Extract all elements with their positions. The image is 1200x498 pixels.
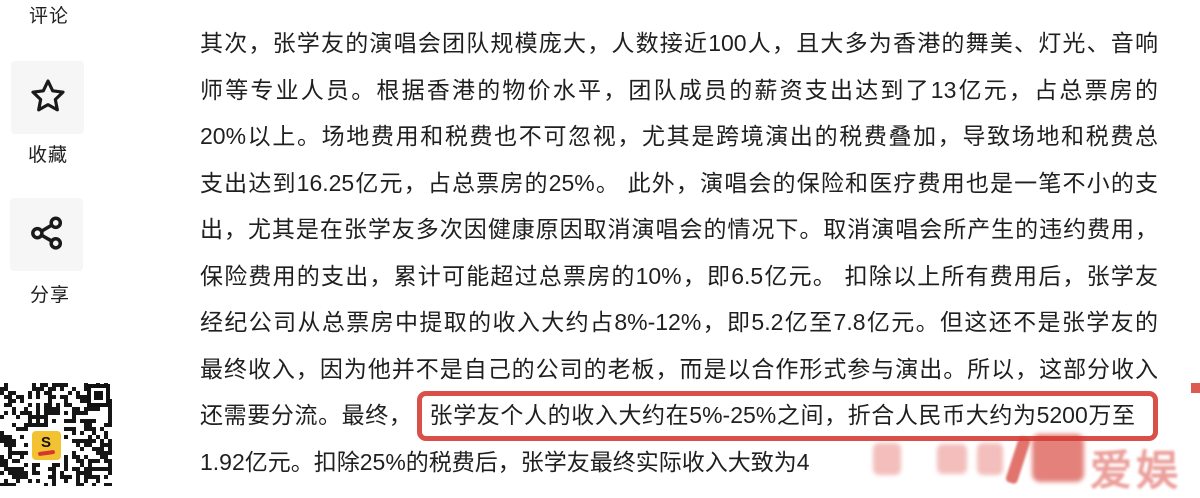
- watermark-fragment: [1191, 383, 1200, 393]
- article-line: 20%以上。场地费用和税费也不可忽视，尤其是跨境演出的税费叠加，导致场地和税费总: [200, 113, 1158, 160]
- star-icon: [28, 76, 68, 119]
- article-line: 其次，张学友的演唱会团队规模庞大，人数接近100人，且大多为香港的舞美、灯光、音…: [200, 20, 1158, 67]
- share-label: 分享: [30, 285, 71, 306]
- favorite-label: 收藏: [28, 145, 69, 166]
- article-text: 保险费用的支出，累计可能超过总票房的10%，即6.5亿元。 扣除以上所有费用后，…: [200, 262, 1158, 289]
- article-text: 20%以上。场地费用和税费也不可忽视，尤其是跨境演出的税费叠加，导致场地和税费总: [200, 123, 1158, 149]
- watermark-blob: [1032, 434, 1084, 482]
- qr-logo-swoosh: [37, 449, 55, 457]
- article-text: 还需要分流。最终，: [200, 402, 413, 428]
- qr-finder-pattern: [87, 384, 110, 407]
- article-line: 师等专业人员。根据香港的物价水平，团队成员的薪资支出达到了13亿元，占总票房的: [200, 67, 1158, 114]
- article-body: 其次，张学友的演唱会团队规模庞大，人数接近100人，且大多为香港的舞美、灯光、音…: [200, 20, 1158, 485]
- article-line: 保险费用的支出，累计可能超过总票房的10%，即6.5亿元。 扣除以上所有费用后，…: [200, 253, 1158, 300]
- share-button[interactable]: [10, 198, 83, 271]
- article-text: 出，尤其是在张学友多次因健康原因取消演唱会的情况下。取消演唱会所产生的违约费用，: [200, 216, 1158, 242]
- article-line: 1.92亿元。扣除25%的税费后，张学友最终实际收入大致为4: [200, 439, 1158, 486]
- article-text: 经纪公司从总票房中提取的收入大约占8%-12%，即5.2亿至7.8亿元。但这还不…: [200, 309, 1158, 335]
- article-text: 1.92亿元。扣除25%的税费后，张学友最终实际收入大致为4: [200, 448, 810, 475]
- qr-logo: S: [28, 427, 64, 463]
- article-text: 其次，张学友的演唱会团队规模庞大，人数接近100人，且大多为香港的舞美、灯光、音…: [200, 30, 1158, 56]
- article-line: 最终收入，因为他并不是自己的公司的老板，而是以合作形式参与演出。所以，这部分收入: [200, 346, 1158, 393]
- article-line-highlighted: 还需要分流。最终， 张学友个人的收入大约在5%-25%之间，折合人民币大约为520…: [200, 391, 1158, 441]
- article-line: 经纪公司从总票房中提取的收入大约占8%-12%，即5.2亿至7.8亿元。但这还不…: [200, 299, 1158, 346]
- article-text: 最终收入，因为他并不是自己的公司的老板，而是以合作形式参与演出。所以，这部分收入: [200, 355, 1158, 382]
- qr-code: S: [0, 383, 112, 486]
- article-line: 支出达到16.25亿元，占总票房的25%。 此外，演唱会的保险和医疗费用也是一笔…: [200, 160, 1158, 207]
- watermark-blob: [977, 443, 1003, 475]
- watermark-blob: [873, 443, 901, 475]
- favorite-button[interactable]: [11, 61, 84, 134]
- article-line: 出，尤其是在张学友多次因健康原因取消演唱会的情况下。取消演唱会所产生的违约费用，: [200, 206, 1158, 253]
- share-icon: [26, 212, 68, 257]
- watermark-text: 爱娱: [1090, 447, 1183, 494]
- highlight-box: 张学友个人的收入大约在5%-25%之间，折合人民币大约为5200万至: [416, 391, 1158, 441]
- article-text: 支出达到16.25亿元，占总票房的25%。 此外，演唱会的保险和医疗费用也是一笔…: [200, 169, 1158, 196]
- watermark-blob: [937, 444, 967, 474]
- article-text: 师等专业人员。根据香港的物价水平，团队成员的薪资支出达到了13亿元，占总票房的: [200, 76, 1158, 103]
- comment-label[interactable]: 评论: [29, 6, 70, 27]
- qr-logo-letter: S: [40, 434, 51, 451]
